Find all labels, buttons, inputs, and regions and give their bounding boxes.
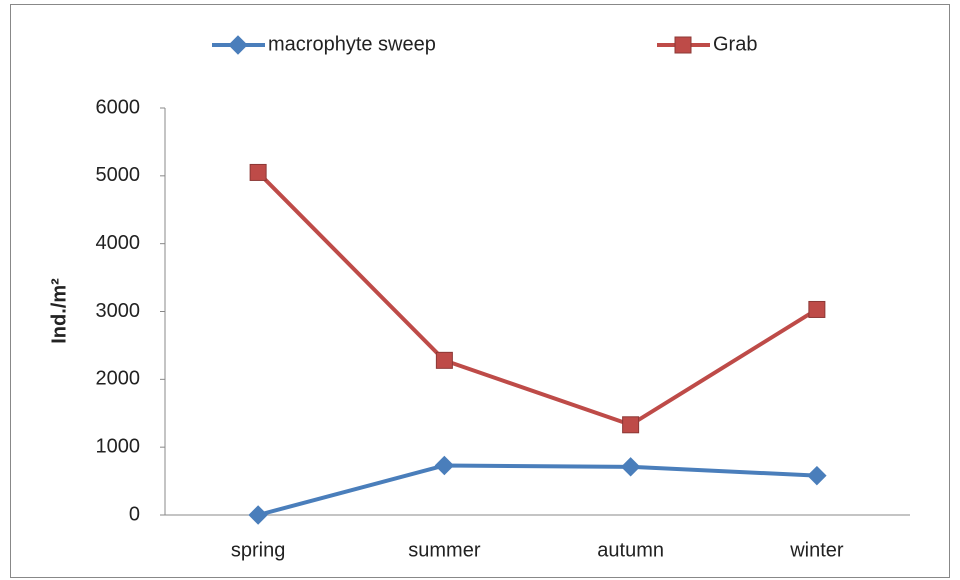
y-axis-label: Ind./m² bbox=[48, 278, 70, 344]
x-tick-label: spring bbox=[231, 539, 285, 561]
legend-marker bbox=[674, 36, 692, 54]
y-tick-label: 4000 bbox=[96, 232, 141, 254]
data-point bbox=[434, 455, 455, 476]
x-tick-label: winter bbox=[789, 539, 844, 561]
data-point bbox=[248, 505, 268, 525]
y-tick-label: 3000 bbox=[96, 300, 141, 322]
y-tick-label: 2000 bbox=[96, 368, 141, 390]
series-line bbox=[257, 463, 817, 517]
legend-label: macrophyte sweep bbox=[268, 33, 436, 55]
data-point bbox=[620, 457, 641, 477]
data-point bbox=[435, 351, 453, 369]
legend-marker bbox=[228, 35, 248, 55]
legend-label: Grab bbox=[713, 33, 757, 55]
series-line bbox=[256, 171, 818, 427]
data-point bbox=[807, 465, 827, 486]
data-point bbox=[249, 163, 267, 181]
chart-frame bbox=[10, 4, 950, 578]
y-tick-label: 5000 bbox=[96, 164, 141, 186]
y-tick-label: 1000 bbox=[96, 435, 141, 457]
x-tick-label: summer bbox=[408, 539, 481, 561]
data-point bbox=[808, 300, 826, 318]
x-tick-label: autumn bbox=[597, 539, 664, 561]
y-tick-label: 6000 bbox=[96, 96, 141, 118]
data-point bbox=[622, 416, 640, 434]
y-tick-label: 0 bbox=[129, 503, 140, 525]
